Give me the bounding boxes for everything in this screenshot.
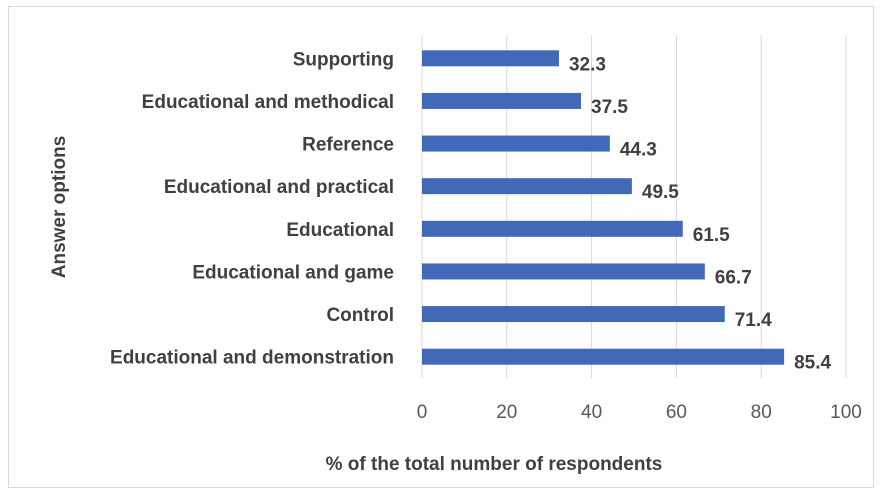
category-label: Educational and practical [164,177,394,198]
bars [422,50,785,365]
category-label: Control [326,305,394,326]
bar [422,306,725,323]
value-labels: 85.4 71.4 66.7 61.5 49.5 44.3 37.5 32.3 [569,54,832,373]
x-tick-labels: 0 20 40 60 80 100 [417,402,862,423]
data-label: 85.4 [794,353,831,374]
category-label: Educational and demonstration [110,348,394,369]
data-label: 32.3 [569,54,606,75]
x-tick-label: 0 [417,402,428,423]
data-label: 44.3 [620,140,657,161]
bar [422,220,683,237]
category-label: Reference [302,135,394,156]
x-tick-label: 40 [581,402,602,423]
x-tick-label: 20 [496,402,517,423]
x-axis-title: % of the total number of respondents [326,454,663,475]
category-labels: Educational and demonstration Control Educ… [110,49,394,368]
x-tick-label: 60 [666,402,687,423]
category-label: Supporting [293,49,394,70]
bar [422,178,632,195]
category-label: Educational and methodical [142,92,394,113]
y-axis-title: Answer options [49,136,70,279]
gridlines [421,35,847,378]
category-label: Educational [286,220,394,241]
bar [422,50,559,67]
data-label: 37.5 [591,97,628,118]
bar [422,348,785,365]
bar [422,135,610,152]
data-label: 71.4 [735,310,772,331]
bar [422,263,705,280]
data-label: 61.5 [693,225,730,246]
x-tick-label: 80 [751,402,772,423]
category-label: Educational and game [192,262,394,283]
data-label: 66.7 [715,267,752,288]
x-tick-label: 100 [830,402,862,423]
data-label: 49.5 [642,182,679,203]
chart-frame [8,6,874,488]
bar [422,92,581,109]
